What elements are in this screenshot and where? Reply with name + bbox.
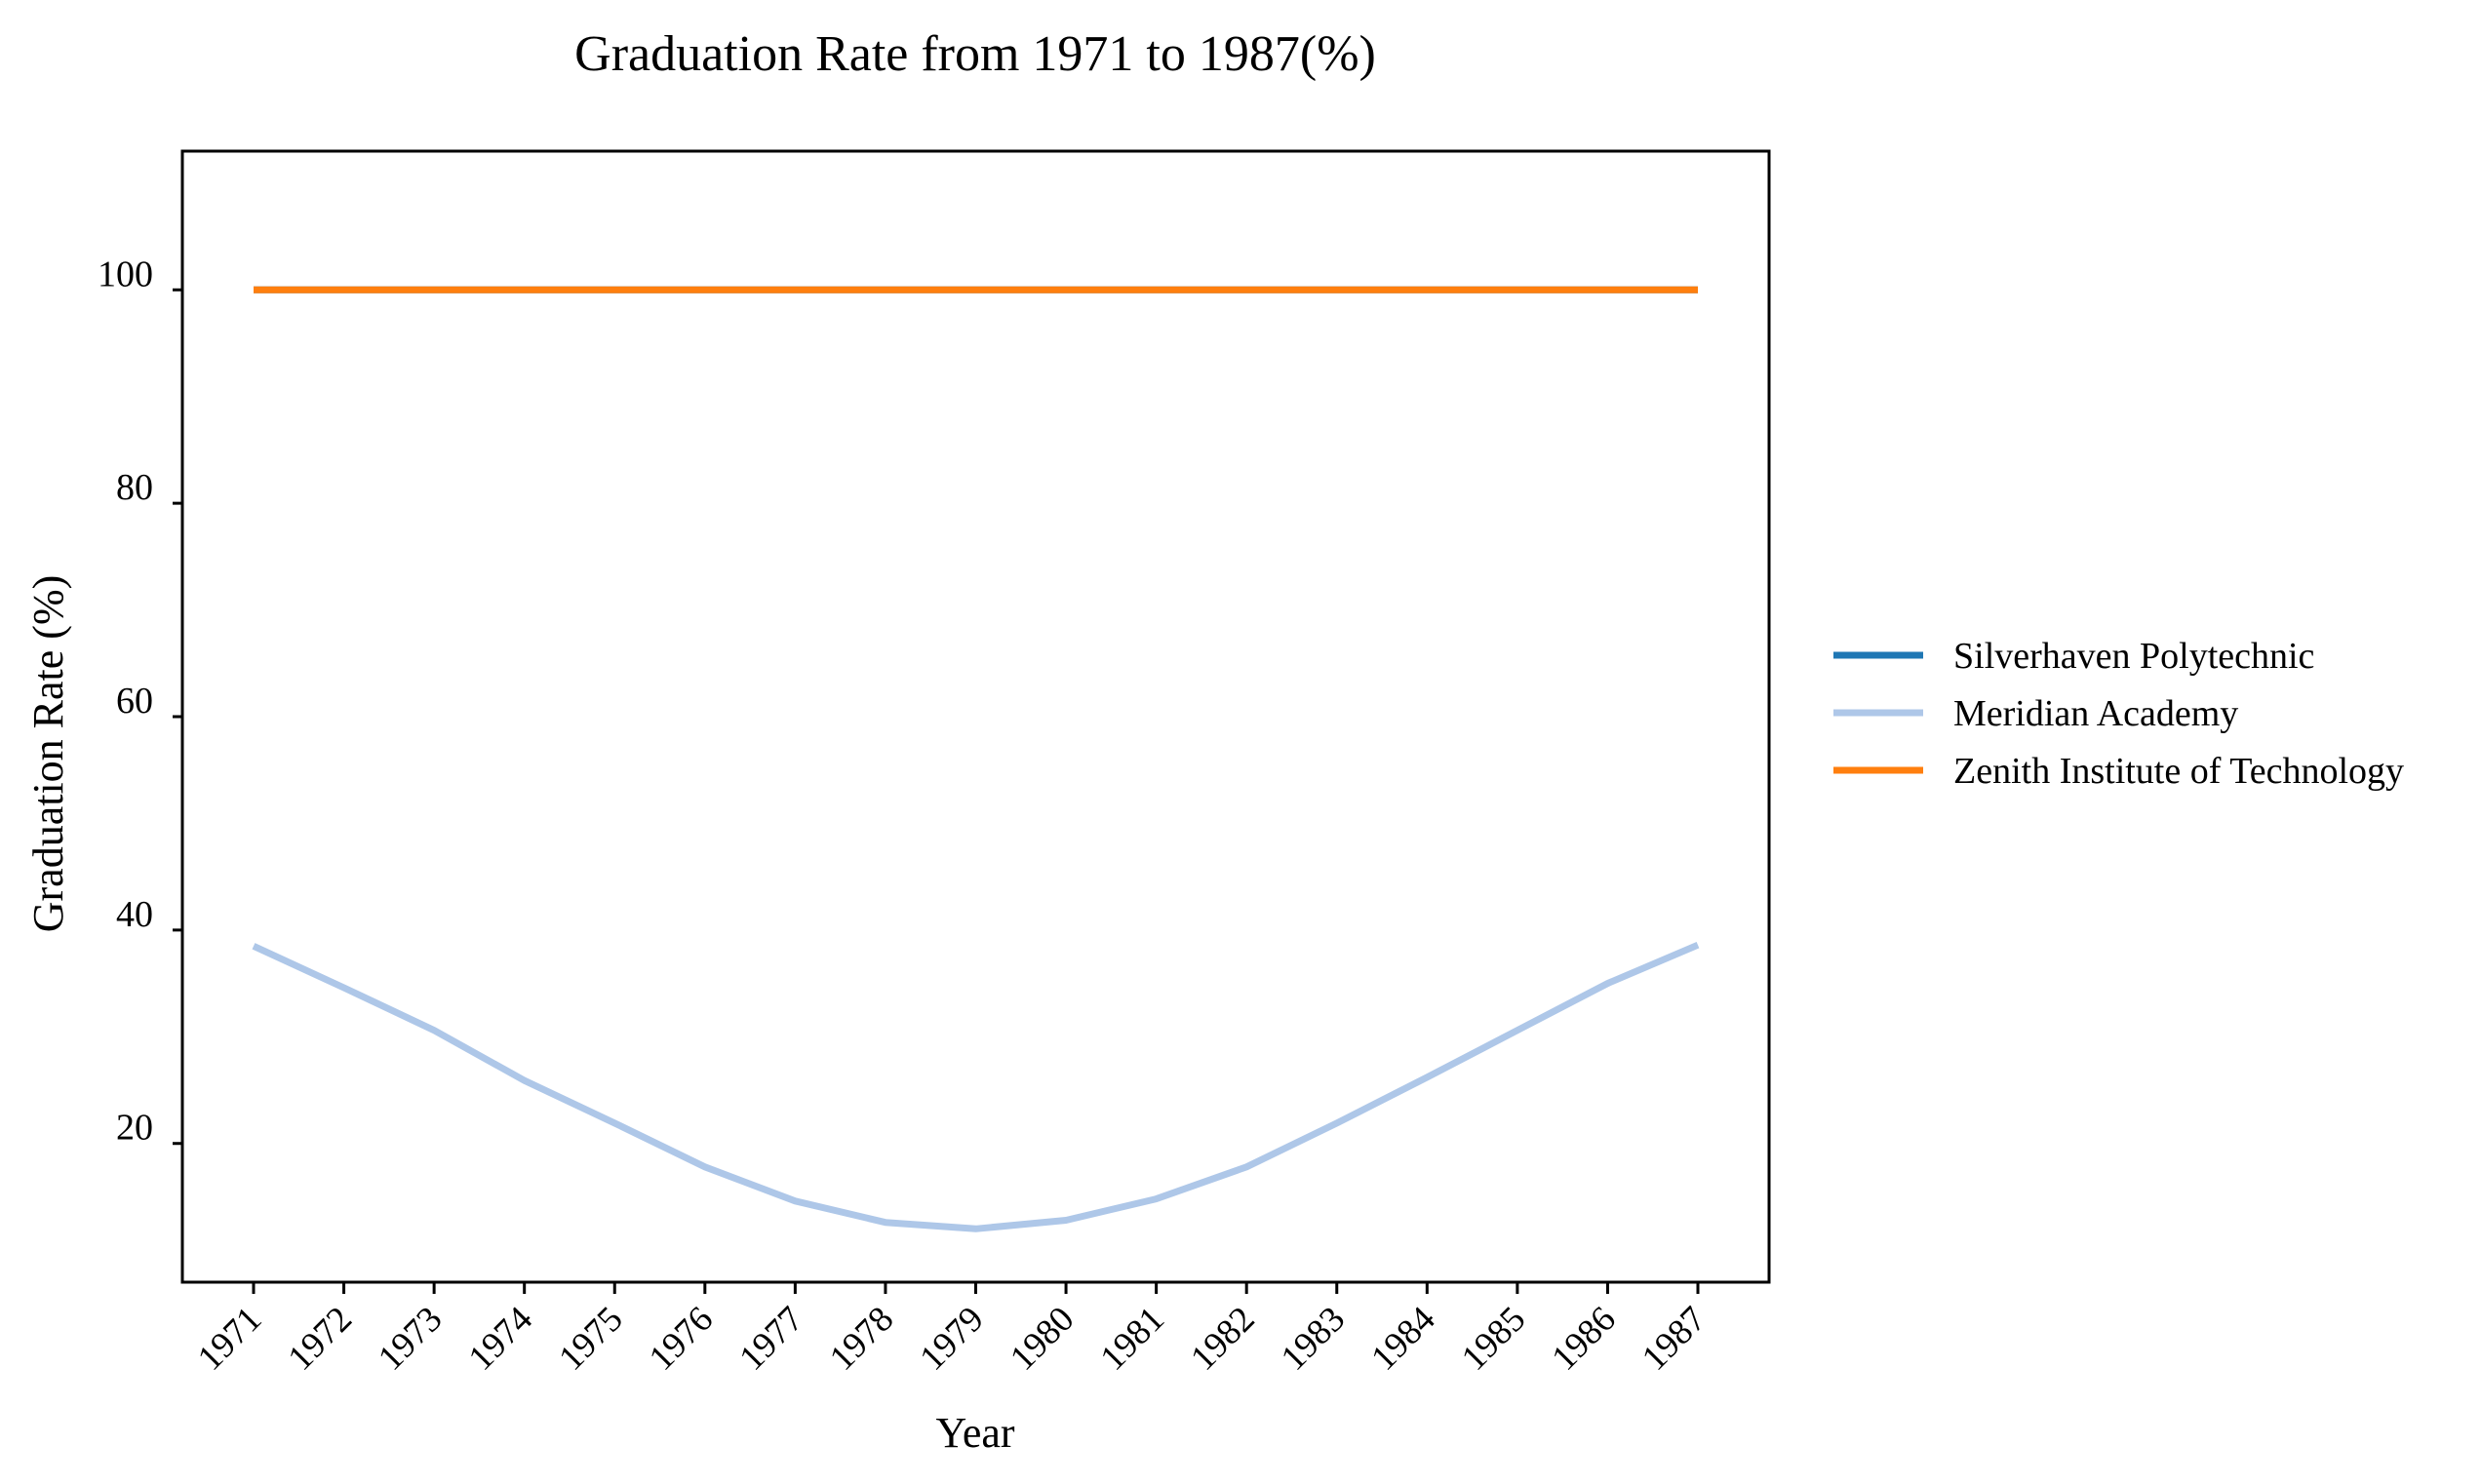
x-axis-label: Year (935, 1409, 1014, 1457)
x-tick-label: 1987 (1634, 1299, 1713, 1378)
y-tick-label: 40 (116, 894, 153, 935)
y-tick-label: 60 (116, 681, 153, 722)
x-tick-label: 1982 (1183, 1299, 1262, 1378)
x-tick-label: 1974 (461, 1299, 540, 1378)
x-tick-label: 1981 (1093, 1299, 1172, 1378)
chart-title: Graduation Rate from 1971 to 1987(%) (574, 26, 1376, 82)
x-tick-label: 1978 (822, 1299, 901, 1378)
x-tick-label: 1983 (1274, 1299, 1353, 1378)
legend-label-2: Meridian Academy (1953, 693, 2238, 734)
x-tick-label: 1985 (1454, 1299, 1533, 1378)
x-tick-label: 1975 (551, 1299, 630, 1378)
y-tick-label: 80 (116, 467, 153, 508)
legend-label-3: Zenith Institute of Technology (1953, 751, 2404, 792)
x-tick-label: 1971 (190, 1299, 269, 1378)
y-axis-ticks: 20 40 60 80 100 (98, 254, 182, 1149)
x-tick-label: 1972 (281, 1299, 360, 1378)
y-tick-label: 20 (116, 1108, 153, 1149)
x-tick-label: 1977 (731, 1299, 810, 1378)
y-tick-label: 100 (98, 254, 153, 294)
y-axis-label: Graduation Rate (%) (24, 575, 72, 933)
x-tick-label: 1980 (1003, 1299, 1082, 1378)
legend: Silverhaven Polytechnic Meridian Academy Z… (1833, 636, 2404, 792)
x-tick-label: 1984 (1363, 1299, 1442, 1378)
x-tick-label: 1986 (1544, 1299, 1623, 1378)
x-tick-label: 1976 (642, 1299, 721, 1378)
x-axis-ticks: 1971 1972 1973 1974 1975 1976 1977 1978 1979 1980… (190, 1282, 1713, 1379)
series-line-2 (252, 941, 1700, 1232)
x-tick-label: 1973 (371, 1299, 450, 1378)
x-tick-label: 1979 (913, 1299, 992, 1378)
legend-label-1: Silverhaven Polytechnic (1953, 636, 2314, 677)
plot-area-frame (180, 149, 1771, 1284)
series-layer (252, 286, 1700, 1232)
